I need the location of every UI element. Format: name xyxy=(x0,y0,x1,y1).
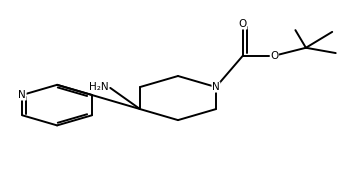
Text: N: N xyxy=(18,90,26,100)
Text: N: N xyxy=(212,82,220,92)
Text: O: O xyxy=(270,51,278,61)
Text: H₂N: H₂N xyxy=(89,82,109,92)
Text: O: O xyxy=(239,19,247,29)
